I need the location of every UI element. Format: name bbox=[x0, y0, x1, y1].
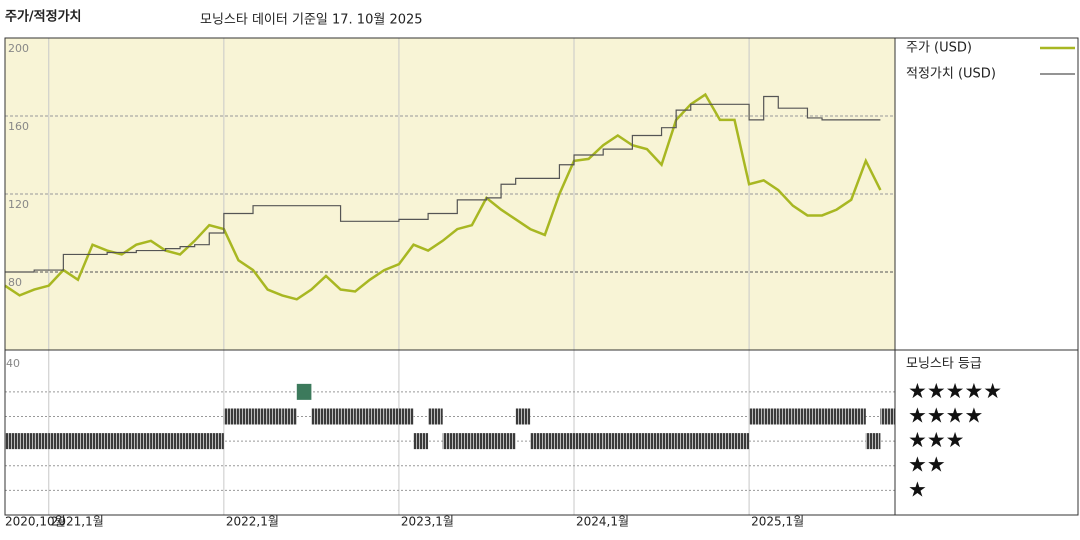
rating-bar bbox=[428, 408, 443, 425]
rating-bar bbox=[807, 408, 823, 425]
rating-bar bbox=[19, 433, 35, 450]
rating-bar bbox=[63, 433, 78, 450]
rating-bar bbox=[690, 433, 706, 450]
rating-bar bbox=[632, 433, 647, 450]
rating-bar bbox=[880, 408, 895, 425]
y-tick-label: 120 bbox=[8, 198, 29, 211]
rating-bar bbox=[413, 433, 429, 450]
rating-bar bbox=[588, 433, 604, 450]
y-tick-label: 80 bbox=[8, 276, 22, 289]
y-tick-label: 160 bbox=[8, 120, 29, 133]
rating-bar bbox=[559, 433, 575, 450]
rating-bar bbox=[544, 433, 560, 450]
rating-bar bbox=[92, 433, 108, 450]
rating-bar bbox=[617, 433, 633, 450]
rating-bar bbox=[180, 433, 195, 450]
rating-title: 모닝스타 등급 bbox=[906, 357, 982, 372]
rating-bar bbox=[705, 433, 720, 450]
rating-bar bbox=[238, 408, 254, 425]
rating-bar bbox=[836, 408, 852, 425]
rating-bar bbox=[48, 433, 64, 450]
y-tick-label: ★★★★ bbox=[908, 403, 983, 427]
rating-bar bbox=[121, 433, 137, 450]
rating-bar bbox=[311, 408, 326, 425]
rating-bar bbox=[77, 433, 93, 450]
legend-label: 적정가치 (USD) bbox=[906, 67, 996, 82]
rating-bar bbox=[574, 433, 589, 450]
x-tick-label: 2020,10월 bbox=[5, 515, 66, 529]
rating-bar bbox=[778, 408, 793, 425]
y-tick-label: ★ bbox=[908, 477, 927, 501]
rating-bar bbox=[676, 433, 691, 450]
rating-bar bbox=[165, 433, 181, 450]
chart-subtitle: 모닝스타 데이터 기준일 17. 10월 2025 bbox=[200, 13, 423, 28]
chart-title: 주가/적정가치 bbox=[5, 9, 82, 25]
x-tick-label: 2023,1월 bbox=[401, 515, 454, 529]
rating-bar bbox=[763, 408, 779, 425]
rating-bar bbox=[107, 433, 122, 450]
rating-bar bbox=[267, 408, 283, 425]
rating-bar bbox=[194, 433, 210, 450]
y-tick-label: 200 bbox=[8, 42, 29, 55]
rating-bar bbox=[792, 408, 808, 425]
rating-bar bbox=[296, 383, 312, 400]
rating-bar bbox=[223, 408, 239, 425]
rating-bar bbox=[369, 408, 385, 425]
rating-bar bbox=[719, 433, 735, 450]
rating-bar bbox=[822, 408, 837, 425]
rating-bar bbox=[661, 433, 677, 450]
y-tick-label: ★★★★★ bbox=[908, 379, 1002, 403]
rating-bar bbox=[398, 408, 414, 425]
rating-bar bbox=[749, 408, 764, 425]
rating-bar bbox=[471, 433, 487, 450]
rating-bar bbox=[325, 408, 341, 425]
rating-bar bbox=[530, 433, 545, 450]
x-tick-label: 2022,1월 bbox=[226, 515, 279, 529]
rating-bar bbox=[34, 433, 49, 450]
series-line bbox=[5, 95, 881, 273]
corner-label: 40 bbox=[6, 357, 20, 370]
x-tick-label: 2025,1월 bbox=[751, 515, 804, 529]
rating-bar bbox=[209, 433, 224, 450]
rating-bar bbox=[384, 408, 399, 425]
rating-bar bbox=[136, 433, 151, 450]
x-tick-label: 2021,1월 bbox=[51, 515, 104, 529]
rating-bar bbox=[486, 433, 502, 450]
frame bbox=[4, 37, 1079, 516]
rating-bar bbox=[457, 433, 472, 450]
rating-bar bbox=[515, 408, 531, 425]
rating-bar bbox=[442, 433, 458, 450]
rating-bar bbox=[150, 433, 166, 450]
rating-bar bbox=[253, 408, 268, 425]
legend-label: 주가 (USD) bbox=[906, 41, 972, 56]
series-line bbox=[4, 92, 882, 301]
rating-bar bbox=[5, 433, 20, 450]
rating-bar bbox=[646, 433, 662, 450]
rating-bar bbox=[501, 433, 516, 450]
rating-bar bbox=[355, 408, 370, 425]
rating-bar bbox=[851, 408, 866, 425]
rating-bar bbox=[282, 408, 297, 425]
y-tick-label: ★★★ bbox=[908, 428, 964, 452]
y-tick-label: ★★ bbox=[908, 453, 946, 477]
rating-bar bbox=[603, 433, 618, 450]
x-tick-label: 2024,1월 bbox=[576, 515, 629, 529]
rating-bar bbox=[340, 408, 356, 425]
rating-bar bbox=[734, 433, 750, 450]
rating-bar bbox=[865, 433, 881, 450]
